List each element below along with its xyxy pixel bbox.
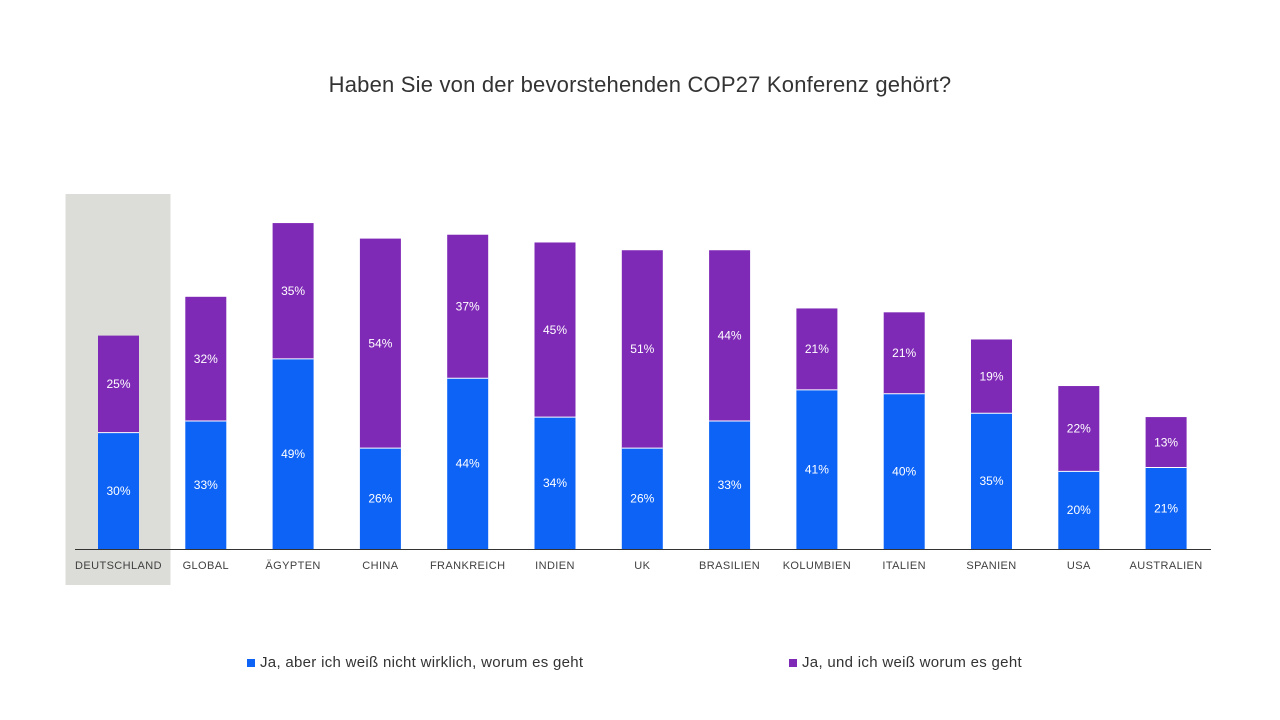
category-label-australien: AUSTRALIEN bbox=[1130, 560, 1203, 572]
value-label-australien-series-0: 21% bbox=[1154, 501, 1178, 515]
category-label-usa: USA bbox=[1067, 560, 1091, 572]
value-label-deutschland-series-1: 25% bbox=[106, 377, 130, 391]
value-label-indien-series-0: 34% bbox=[543, 476, 567, 490]
bar-global-series-1 bbox=[185, 296, 227, 421]
bar-china-series-1 bbox=[359, 238, 401, 449]
value-label-usa-series-1: 22% bbox=[1067, 422, 1091, 436]
value-label-indien-series-1: 45% bbox=[543, 323, 567, 337]
bar-italien-series-1 bbox=[883, 312, 925, 394]
bar-frankreich-series-0 bbox=[447, 378, 489, 549]
value-label-aegypten-series-1: 35% bbox=[281, 284, 305, 298]
value-label-uk-series-1: 51% bbox=[630, 342, 654, 356]
value-label-usa-series-0: 20% bbox=[1067, 503, 1091, 517]
bar-spanien-series-1 bbox=[971, 339, 1012, 414]
value-label-aegypten-series-0: 49% bbox=[281, 447, 305, 461]
category-label-global: GLOBAL bbox=[183, 560, 229, 572]
value-label-brasilien-series-0: 33% bbox=[718, 478, 742, 492]
bar-indien-series-0 bbox=[534, 417, 576, 549]
legend-label-unsure: Ja, aber ich weiß nicht wirklich, worum … bbox=[260, 654, 584, 671]
bar-brasilien-series-1 bbox=[709, 250, 751, 421]
value-label-china-series-0: 26% bbox=[368, 492, 392, 506]
value-label-deutschland-series-0: 30% bbox=[106, 484, 130, 498]
category-label-deutschland: DEUTSCHLAND bbox=[75, 560, 162, 572]
bar-usa-series-1 bbox=[1058, 386, 1100, 472]
category-label-aegypten: ÄGYPTEN bbox=[265, 560, 320, 572]
bar-aegypten-series-0 bbox=[272, 358, 314, 549]
bar-deutschland-series-0 bbox=[98, 432, 139, 549]
value-label-uk-series-0: 26% bbox=[630, 492, 654, 506]
bar-frankreich-series-1 bbox=[447, 234, 489, 379]
category-label-uk: UK bbox=[634, 560, 650, 572]
category-label-indien: INDIEN bbox=[535, 560, 575, 572]
bars-layer bbox=[98, 223, 1187, 549]
chart-title: Haben Sie von der bevorstehenden COP27 K… bbox=[328, 72, 952, 97]
bar-uk-series-1 bbox=[621, 250, 663, 449]
bar-italien-series-0 bbox=[883, 393, 925, 549]
value-label-italien-series-1: 21% bbox=[892, 346, 916, 360]
category-label-china: CHINA bbox=[362, 560, 398, 572]
category-label-brasilien: BRASILIEN bbox=[699, 560, 760, 572]
category-label-frankreich: FRANKREICH bbox=[430, 560, 506, 572]
value-label-australien-series-1: 13% bbox=[1154, 435, 1178, 449]
value-label-frankreich-series-0: 44% bbox=[456, 457, 480, 471]
bar-uk-series-0 bbox=[621, 448, 663, 549]
bar-spanien-series-0 bbox=[971, 413, 1012, 549]
bar-china-series-0 bbox=[359, 448, 401, 549]
legend-label-informed: Ja, und ich weiß worum es geht bbox=[802, 654, 1022, 671]
bar-global-series-0 bbox=[185, 420, 227, 549]
legend-swatch-blue bbox=[247, 658, 255, 667]
value-label-italien-series-0: 40% bbox=[892, 464, 916, 478]
legend-item-informed: Ja, und ich weiß worum es geht bbox=[789, 654, 1022, 671]
value-label-china-series-1: 54% bbox=[368, 336, 392, 350]
value-label-kolumbien-series-1: 21% bbox=[805, 342, 829, 356]
bar-usa-series-0 bbox=[1058, 471, 1100, 549]
bar-australien-series-0 bbox=[1145, 467, 1187, 549]
category-labels-layer: DEUTSCHLAND GLOBAL ÄGYPTEN CHINA FRANKREICH I… bbox=[75, 560, 1203, 572]
category-label-kolumbien: KOLUMBIEN bbox=[783, 560, 851, 572]
value-label-frankreich-series-1: 37% bbox=[456, 300, 480, 314]
category-label-italien: ITALIEN bbox=[882, 560, 926, 572]
value-label-spanien-series-0: 35% bbox=[979, 474, 1003, 488]
value-label-brasilien-series-1: 44% bbox=[718, 329, 742, 343]
legend-item-unsure: Ja, aber ich weiß nicht wirklich, worum … bbox=[247, 654, 583, 671]
bar-deutschland-series-1 bbox=[98, 335, 139, 433]
bar-kolumbien-series-1 bbox=[796, 308, 838, 390]
value-label-global-series-0: 33% bbox=[194, 478, 218, 492]
legend-swatch-purple bbox=[789, 658, 797, 667]
bar-aegypten-series-1 bbox=[272, 223, 314, 359]
bar-indien-series-1 bbox=[534, 242, 576, 418]
value-label-global-series-1: 32% bbox=[194, 352, 218, 366]
bar-brasilien-series-0 bbox=[709, 420, 751, 549]
value-label-spanien-series-1: 19% bbox=[979, 369, 1003, 383]
bar-australien-series-1 bbox=[1145, 417, 1187, 468]
value-label-kolumbien-series-0: 41% bbox=[805, 462, 829, 476]
value-labels-layer: 30% 25% 33% 32% 49% 35% 26% 54% 44% 37% 34% 45% 26% 5… bbox=[106, 284, 1178, 517]
category-label-spanien: SPANIEN bbox=[966, 560, 1016, 572]
bar-kolumbien-series-0 bbox=[796, 389, 838, 549]
